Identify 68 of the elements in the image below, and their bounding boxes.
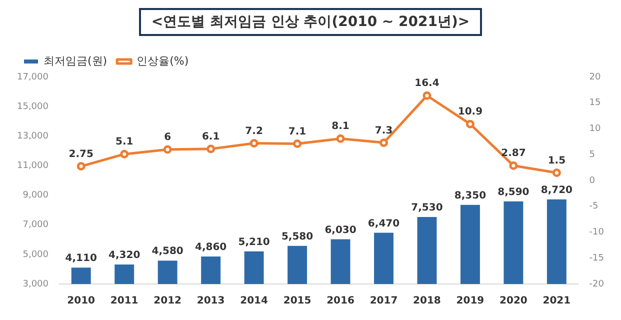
data-label: 1.5 xyxy=(548,155,566,166)
point xyxy=(206,144,216,154)
y2-tick-label: 20 xyxy=(589,72,602,82)
data-label: 7,530 xyxy=(411,202,443,214)
y2-tick-label: 10 xyxy=(589,124,602,134)
x-tick-label: 2016 xyxy=(326,296,354,307)
y-tick-label: 7,000 xyxy=(22,220,49,230)
point xyxy=(250,138,258,148)
data-label: 4,580 xyxy=(152,246,184,258)
point xyxy=(509,161,518,170)
y2-tick-label: -10 xyxy=(589,228,604,238)
point xyxy=(336,134,345,143)
data-label: 16.4 xyxy=(414,78,440,90)
x-tick-label: 2019 xyxy=(456,296,484,307)
point xyxy=(466,120,474,128)
point xyxy=(422,91,432,100)
x-tick-label: 2020 xyxy=(500,296,528,307)
data-label: 7.1 xyxy=(288,126,306,138)
y-tick-label: 9,000 xyxy=(22,190,49,201)
x-tick-label: 2010 xyxy=(67,296,96,307)
data-label: 5,580 xyxy=(281,231,314,242)
x-tick-label: 2017 xyxy=(370,296,398,307)
y-tick-label: 11,000 xyxy=(16,161,49,172)
y-tick-label: 3,000 xyxy=(22,279,49,290)
chart-title: <연도별 최저임금 인상 추이(2010 ~ 2021년)> xyxy=(139,8,482,36)
point xyxy=(379,138,388,147)
y2-tick-label: -15 xyxy=(589,253,604,264)
x-tick-label: 2012 xyxy=(154,296,182,307)
x-tick-label: 2021 xyxy=(542,296,571,307)
point xyxy=(552,168,561,177)
data-label: 8,720 xyxy=(540,185,573,196)
data-label: 2.75 xyxy=(68,148,94,160)
data-label: 10.9 xyxy=(458,106,483,118)
y2-tick-label: 0 xyxy=(589,176,596,186)
x-tick-label: 2015 xyxy=(283,296,312,307)
data-label: 4,110 xyxy=(65,253,97,264)
data-label: 7.3 xyxy=(374,125,393,136)
data-label: 2.87 xyxy=(501,148,526,160)
data-label: 6 xyxy=(164,132,172,144)
data-label: 8,590 xyxy=(498,186,530,198)
data-label: 8.1 xyxy=(332,121,350,132)
data-label: 4,860 xyxy=(194,242,227,254)
y-tick-label: 5,000 xyxy=(22,250,49,260)
legend-label: 인상율(%) xyxy=(136,54,189,68)
data-label: 6,470 xyxy=(368,218,400,230)
point xyxy=(120,150,129,158)
y2-tick-label: -5 xyxy=(589,202,598,212)
data-label: 4,320 xyxy=(108,250,140,262)
y2-tick-label: -20 xyxy=(589,279,604,290)
data-label: 7.2 xyxy=(245,126,263,137)
x-tick-label: 2018 xyxy=(413,296,441,307)
data-label: 8,350 xyxy=(454,190,486,202)
point xyxy=(163,145,172,154)
point xyxy=(76,162,86,171)
data-label: 6,030 xyxy=(324,224,356,236)
y-tick-label: 13,000 xyxy=(16,131,49,142)
y2-tick-label: 15 xyxy=(589,98,601,108)
data-label: 5,210 xyxy=(238,236,270,248)
x-tick-label: 2011 xyxy=(110,296,138,307)
legend-label: 최저임금(원) xyxy=(44,54,108,68)
data-label: 5.1 xyxy=(115,136,134,148)
y-tick-label: 15,000 xyxy=(16,102,49,112)
point xyxy=(293,140,302,148)
y2-tick-label: 5 xyxy=(589,150,596,160)
y-tick-label: 17,000 xyxy=(16,72,49,82)
x-tick-label: 2013 xyxy=(196,296,225,307)
x-tick-label: 2014 xyxy=(240,296,268,307)
data-label: 6.1 xyxy=(202,132,220,143)
